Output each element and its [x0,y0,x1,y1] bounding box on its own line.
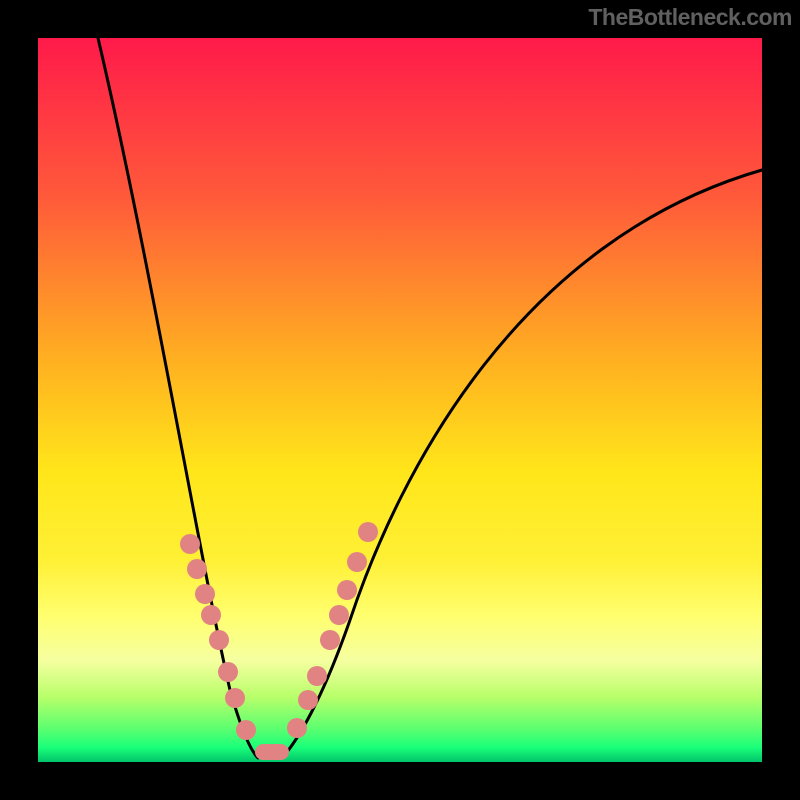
marker-left [187,559,207,579]
marker-left [201,605,221,625]
bottleneck-chart [0,0,800,800]
marker-right [329,605,349,625]
marker-left [209,630,229,650]
marker-left [180,534,200,554]
marker-right [347,552,367,572]
marker-right [320,630,340,650]
marker-right [307,666,327,686]
marker-left [225,688,245,708]
marker-right [298,690,318,710]
marker-right [287,718,307,738]
gradient-background [38,38,762,762]
bottom-strip [255,744,289,760]
marker-left [218,662,238,682]
marker-right [358,522,378,542]
marker-left [195,584,215,604]
watermark-text: TheBottleneck.com [588,4,792,31]
marker-left [236,720,256,740]
marker-right [337,580,357,600]
